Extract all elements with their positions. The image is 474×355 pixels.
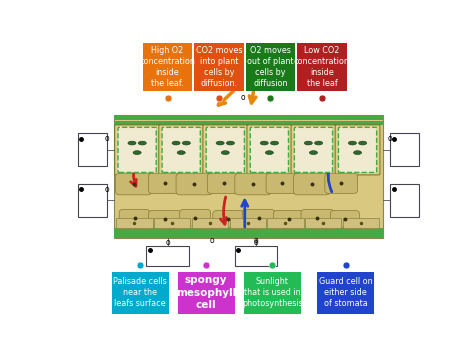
Bar	[78, 184, 107, 217]
FancyBboxPatch shape	[148, 173, 181, 193]
Text: Low CO2
concentration
inside
the leaf: Low CO2 concentration inside the leaf	[294, 46, 350, 88]
FancyBboxPatch shape	[297, 43, 346, 91]
Text: High O2
concentration
inside
the leaf.: High O2 concentration inside the leaf.	[140, 46, 196, 88]
Bar	[154, 218, 190, 229]
Bar	[114, 228, 383, 233]
FancyBboxPatch shape	[148, 211, 181, 228]
FancyBboxPatch shape	[159, 125, 204, 175]
Text: o: o	[388, 135, 392, 143]
FancyBboxPatch shape	[338, 127, 377, 173]
Bar	[78, 133, 107, 166]
Ellipse shape	[138, 141, 146, 145]
Ellipse shape	[348, 141, 356, 145]
FancyBboxPatch shape	[178, 272, 235, 314]
Text: o: o	[210, 236, 214, 245]
Bar	[267, 218, 304, 229]
Bar	[114, 115, 383, 120]
Text: Sunlight
that is used in
photosynthesis: Sunlight that is used in photosynthesis	[242, 277, 303, 308]
Ellipse shape	[221, 151, 229, 154]
FancyBboxPatch shape	[273, 211, 304, 228]
FancyBboxPatch shape	[335, 125, 380, 175]
Text: Palisade cells
near the
leafs surface: Palisade cells near the leafs surface	[113, 277, 167, 308]
FancyBboxPatch shape	[119, 209, 150, 227]
FancyBboxPatch shape	[291, 125, 336, 175]
FancyBboxPatch shape	[242, 209, 275, 227]
Bar	[343, 218, 379, 229]
FancyBboxPatch shape	[118, 127, 156, 173]
Bar	[116, 218, 153, 229]
Bar	[305, 218, 341, 229]
FancyBboxPatch shape	[143, 43, 192, 91]
FancyBboxPatch shape	[207, 173, 240, 193]
FancyBboxPatch shape	[176, 173, 212, 195]
Bar	[235, 246, 277, 266]
Text: o: o	[241, 93, 245, 102]
FancyBboxPatch shape	[247, 125, 292, 175]
Ellipse shape	[354, 151, 362, 154]
Text: Guard cell on
either side
of stomata: Guard cell on either side of stomata	[319, 277, 373, 308]
Ellipse shape	[271, 141, 279, 145]
FancyBboxPatch shape	[330, 211, 359, 228]
Ellipse shape	[260, 141, 268, 145]
Ellipse shape	[265, 151, 273, 154]
Text: spongy
mesophyll
cell: spongy mesophyll cell	[176, 275, 237, 310]
FancyBboxPatch shape	[293, 173, 330, 195]
Ellipse shape	[304, 141, 312, 145]
Bar	[114, 233, 383, 238]
Ellipse shape	[315, 141, 323, 145]
FancyBboxPatch shape	[325, 173, 357, 193]
Text: O2 moves
out of plant
cells by
diffusion: O2 moves out of plant cells by diffusion	[247, 46, 294, 88]
Bar	[146, 246, 189, 266]
Text: o: o	[105, 185, 109, 194]
Ellipse shape	[310, 151, 318, 154]
Text: o: o	[254, 238, 258, 247]
Text: o: o	[105, 135, 109, 143]
Ellipse shape	[359, 141, 367, 145]
FancyBboxPatch shape	[213, 211, 244, 228]
FancyBboxPatch shape	[294, 127, 333, 173]
FancyBboxPatch shape	[115, 125, 160, 175]
FancyBboxPatch shape	[246, 43, 295, 91]
FancyBboxPatch shape	[203, 125, 248, 175]
FancyBboxPatch shape	[301, 209, 334, 227]
Ellipse shape	[216, 141, 224, 145]
Text: o: o	[254, 236, 258, 245]
Ellipse shape	[172, 141, 180, 145]
Ellipse shape	[177, 151, 185, 154]
FancyBboxPatch shape	[250, 127, 289, 173]
FancyBboxPatch shape	[235, 173, 271, 195]
FancyBboxPatch shape	[266, 173, 299, 193]
Ellipse shape	[227, 141, 235, 145]
Bar	[229, 218, 266, 229]
FancyBboxPatch shape	[116, 173, 152, 195]
FancyBboxPatch shape	[244, 272, 301, 314]
FancyBboxPatch shape	[194, 43, 244, 91]
FancyBboxPatch shape	[206, 127, 245, 173]
FancyBboxPatch shape	[111, 272, 169, 314]
Ellipse shape	[128, 141, 136, 145]
Bar	[114, 115, 383, 238]
FancyBboxPatch shape	[162, 127, 201, 173]
Bar	[192, 218, 228, 229]
FancyBboxPatch shape	[317, 272, 374, 314]
Text: CO2 moves
into plant
cells by
diffusion.: CO2 moves into plant cells by diffusion.	[196, 46, 242, 88]
Ellipse shape	[133, 151, 141, 154]
Bar	[390, 184, 419, 217]
FancyBboxPatch shape	[180, 209, 210, 227]
Bar	[390, 133, 419, 166]
Ellipse shape	[182, 141, 191, 145]
Bar	[114, 120, 383, 125]
Text: o: o	[165, 238, 170, 247]
